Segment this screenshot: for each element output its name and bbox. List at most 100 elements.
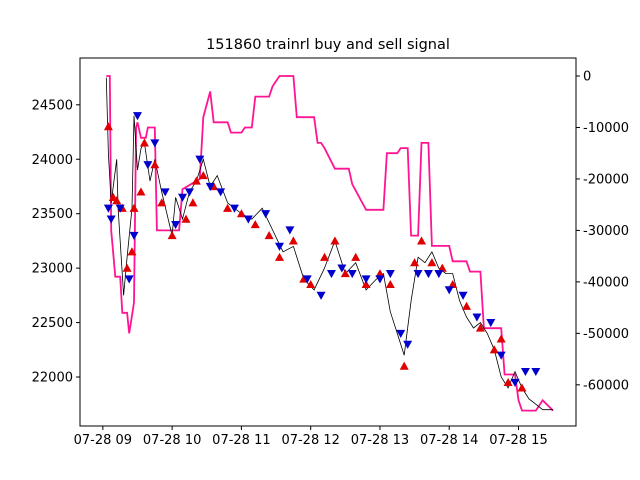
- sell-signal-marker: [403, 340, 413, 349]
- buy-signal-marker: [139, 138, 149, 147]
- buy-signal-marker: [288, 236, 298, 245]
- sell-signal-marker: [124, 275, 134, 284]
- sell-signal-marker: [129, 231, 139, 240]
- x-tick-label: 07-28 13: [351, 433, 409, 448]
- equity-line: [106, 75, 554, 412]
- buy-signal-marker: [385, 279, 395, 289]
- buy-signal-marker: [275, 252, 285, 261]
- right-y-tick-label: -10000: [583, 121, 629, 136]
- buy-signal-marker: [167, 230, 177, 240]
- buy-signal-marker: [489, 345, 499, 354]
- sell-signal-marker: [316, 291, 326, 300]
- left-y-tick-label: 23500: [32, 207, 73, 222]
- buy-signal-marker: [223, 203, 233, 212]
- buy-signal-marker: [112, 196, 122, 205]
- right-y-tick-label: -40000: [583, 275, 629, 290]
- sell-signal-marker: [184, 188, 194, 197]
- sell-signal-marker: [510, 378, 520, 387]
- sell-signal-marker: [171, 220, 181, 230]
- sell-signal-marker: [458, 291, 468, 300]
- right-y-tick-label: -60000: [583, 378, 629, 393]
- sell-signal-marker: [216, 188, 226, 197]
- buy-signal-marker: [503, 377, 513, 387]
- sell-signal-marker: [337, 264, 347, 273]
- buy-signal-marker: [157, 198, 167, 207]
- plot-frame: [79, 57, 577, 427]
- buy-signal-marker: [462, 301, 472, 310]
- sell-signal-marker: [385, 269, 395, 279]
- buy-signal-marker: [191, 176, 201, 185]
- buy-signal-marker: [127, 247, 137, 256]
- left-y-tick-label: 22000: [32, 371, 73, 386]
- buy-signal-marker: [103, 122, 113, 131]
- sell-signal-marker: [275, 242, 285, 251]
- sell-signal-marker: [361, 275, 371, 284]
- sell-signal-marker: [472, 313, 482, 322]
- buy-signal-marker: [437, 263, 447, 272]
- x-tick-label: 07-28 09: [74, 433, 132, 448]
- right-y-tick-label: -50000: [583, 327, 629, 342]
- sell-signal-marker: [229, 204, 239, 213]
- right-y-axis: -60000 -50000 -40000 -30000 -20000 -10000 0: [576, 70, 629, 393]
- x-tick-label: 07-28 11: [212, 433, 270, 448]
- sell-signal-marker: [423, 269, 433, 279]
- sell-signal-marker: [326, 269, 336, 279]
- sell-signal-marker: [444, 286, 454, 295]
- buy-signal-marker: [136, 187, 146, 196]
- buy-signal-marker: [181, 214, 191, 223]
- buy-signal-marker: [236, 209, 246, 218]
- buy-signal-marker: [375, 269, 385, 278]
- price-line: [105, 77, 554, 411]
- x-axis: 07-28 09 07-28 10 07-28 11 07-28 12 07-28 13…: [74, 426, 548, 448]
- sell-signal-marker: [520, 367, 530, 377]
- x-tick-label: 07-28 15: [489, 433, 547, 448]
- buy-signal-marker: [517, 383, 527, 392]
- sell-signal-marker: [285, 226, 295, 235]
- buy-signal-marker: [330, 236, 340, 245]
- buy-signal-marker: [361, 279, 371, 289]
- right-y-tick-label: -20000: [583, 172, 629, 187]
- buy-signal-marker: [417, 236, 427, 245]
- sell-signal-marker: [396, 329, 406, 338]
- buy-signal-marker: [320, 252, 330, 261]
- signal-marker-layer: [103, 112, 541, 392]
- x-tick-label: 07-28 12: [281, 433, 339, 448]
- sell-signal-marker: [375, 275, 385, 284]
- left-y-tick-label: 24000: [32, 153, 73, 168]
- sell-signal-marker: [243, 215, 253, 224]
- sell-signal-marker: [106, 215, 116, 224]
- sell-signal-marker: [103, 204, 113, 213]
- buy-signal-marker: [150, 160, 160, 169]
- buy-signal-marker: [122, 263, 132, 272]
- sell-signal-marker: [150, 139, 160, 148]
- buy-signal-marker: [427, 258, 437, 267]
- sell-signal-marker: [143, 161, 153, 170]
- buy-signal-marker: [475, 323, 485, 332]
- sell-signal-marker: [531, 367, 541, 377]
- left-y-tick-label: 22500: [32, 316, 73, 331]
- price-line-layer: [105, 77, 554, 411]
- buy-signal-marker: [410, 258, 420, 267]
- sell-signal-marker: [347, 269, 357, 279]
- sell-signal-marker: [205, 182, 215, 191]
- sell-signal-marker: [132, 112, 142, 121]
- sell-signal-marker: [434, 269, 444, 279]
- left-y-tick-label: 24500: [32, 98, 73, 113]
- sell-signal-marker: [302, 275, 312, 284]
- sell-signal-marker: [486, 318, 496, 328]
- right-y-tick-label: -30000: [583, 224, 629, 239]
- buy-signal-marker: [264, 230, 274, 240]
- sell-signal-marker: [261, 210, 271, 219]
- buy-signal-marker: [351, 252, 361, 261]
- left-y-axis: 22000 22500 23000 23500 24000 24500: [32, 98, 80, 386]
- right-y-tick-label: 0: [583, 70, 591, 85]
- left-y-tick-label: 23000: [32, 262, 73, 277]
- buy-signal-marker: [129, 203, 139, 212]
- buy-signal-marker: [496, 334, 506, 343]
- buy-signal-marker: [448, 279, 458, 289]
- equity-line-layer: [106, 75, 554, 412]
- sell-signal-marker: [160, 188, 170, 197]
- sell-signal-marker: [115, 204, 125, 213]
